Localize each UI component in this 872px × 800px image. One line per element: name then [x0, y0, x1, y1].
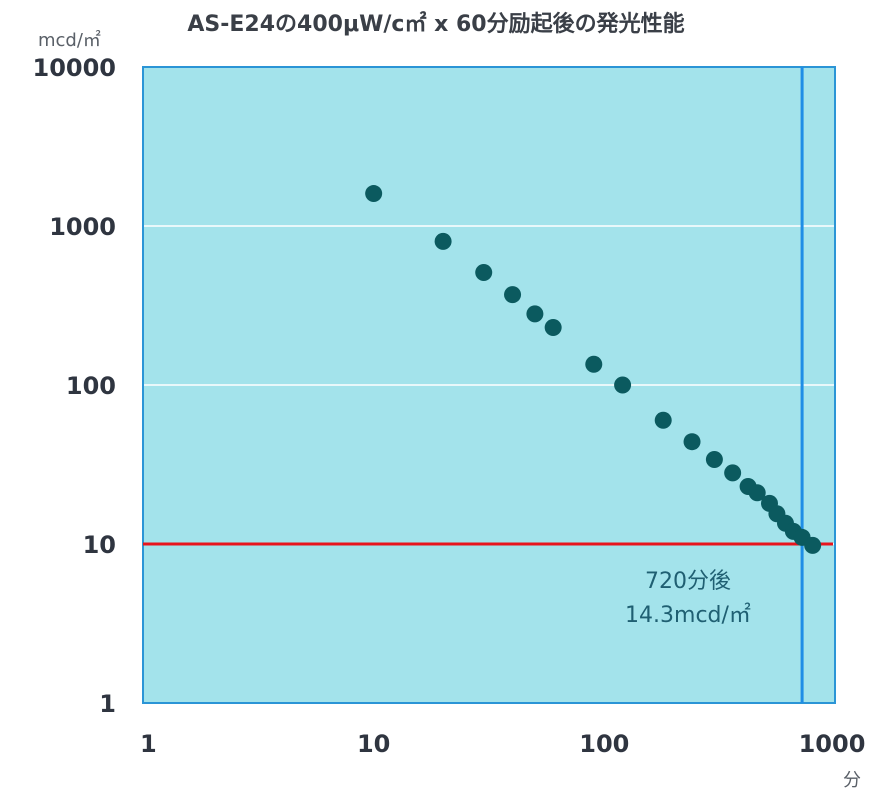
x-tick-label: 10: [357, 730, 390, 758]
data-point: [804, 536, 822, 554]
data-point: [434, 232, 452, 250]
data-point: [705, 450, 723, 468]
data-point: [748, 484, 766, 502]
data-point: [526, 305, 544, 323]
data-point: [544, 318, 562, 336]
chart-title: AS-E24の400μW/c㎡ x 60分励起後の発光性能: [187, 12, 685, 37]
x-tick-label: 1: [140, 730, 157, 758]
data-point: [365, 185, 383, 203]
data-point: [683, 433, 701, 451]
y-tick-label: 1000: [49, 213, 116, 241]
data-point: [654, 411, 672, 429]
y-axis-unit-label: mcd/㎡: [38, 30, 101, 51]
x-tick-label: 1000: [799, 730, 866, 758]
y-tick-label: 1: [99, 690, 116, 718]
data-point: [614, 376, 632, 394]
x-axis-unit-label: 分: [843, 770, 861, 791]
annotation-time: 720分後: [645, 569, 731, 594]
x-tick-label: 100: [579, 730, 629, 758]
data-point: [724, 464, 742, 482]
data-point: [475, 263, 493, 281]
data-point: [504, 286, 522, 304]
plot-border: [142, 66, 836, 704]
y-tick-label: 10000: [33, 54, 117, 82]
y-tick-label: 10: [83, 531, 116, 559]
annotation-value: 14.3mcd/㎡: [625, 602, 751, 628]
data-point: [585, 355, 603, 373]
y-tick-label: 100: [66, 372, 116, 400]
